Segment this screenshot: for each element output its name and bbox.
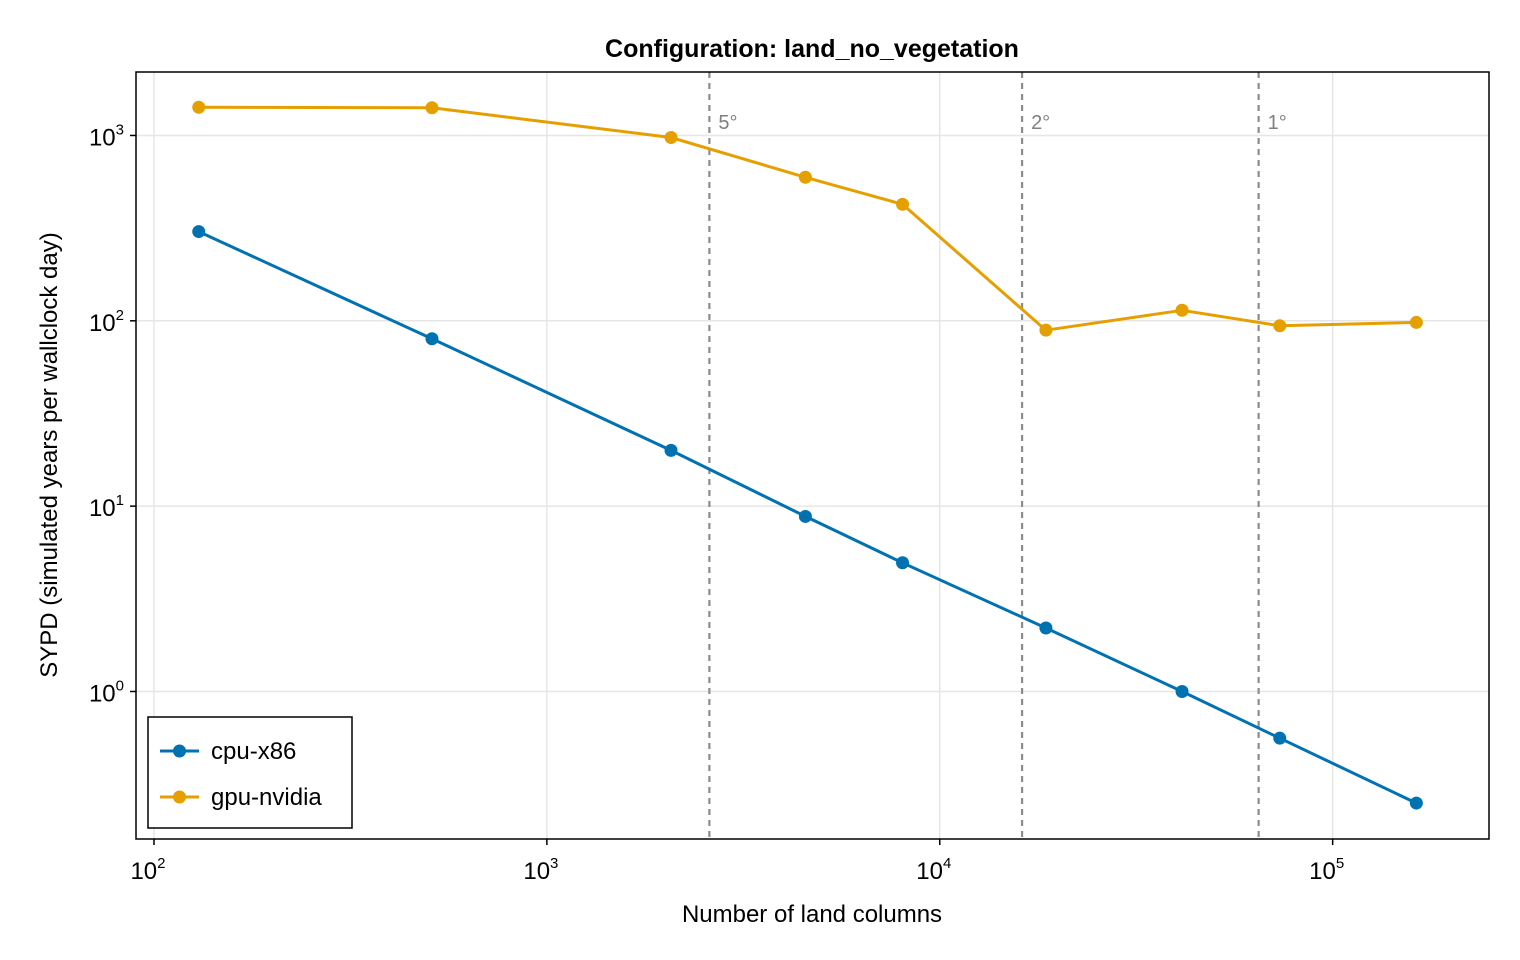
data-point-cpu-x86 [192, 225, 206, 239]
data-point-cpu-x86 [1039, 621, 1053, 635]
legend-label: gpu-nvidia [211, 784, 322, 811]
data-point-cpu-x86 [1409, 796, 1423, 810]
y-tick-label: 101 [89, 492, 124, 522]
data-point-cpu-x86 [664, 443, 678, 457]
chart-title: Configuration: land_no_vegetation [605, 35, 1019, 63]
data-point-gpu-nvidia [192, 100, 206, 114]
legend: cpu-x86 gpu-nvidia [147, 716, 353, 829]
x-axis-label: Number of land columns [682, 901, 942, 928]
axis-ticks: 102 103 104 105 100 101 102 103 [89, 121, 1344, 885]
data-series [192, 100, 1423, 810]
data-point-gpu-nvidia [798, 170, 812, 184]
legend-box [147, 716, 353, 829]
data-point-gpu-nvidia [664, 131, 678, 145]
data-point-gpu-nvidia [896, 197, 910, 211]
reference-line-label: 1° [1268, 112, 1287, 134]
data-point-gpu-nvidia [1039, 323, 1053, 337]
y-tick-label: 102 [89, 307, 124, 337]
y-tick-label: 100 [89, 677, 124, 707]
y-axis-label: SYPD (simulated years per wallclock day) [36, 232, 63, 678]
x-tick-label: 105 [1309, 855, 1344, 885]
legend-swatch-marker [173, 790, 186, 804]
reference-line-label: 5° [718, 112, 737, 134]
data-point-cpu-x86 [798, 509, 812, 523]
data-point-gpu-nvidia [1175, 303, 1189, 317]
data-point-gpu-nvidia [1409, 315, 1423, 329]
data-point-cpu-x86 [425, 332, 439, 346]
series-line-gpu-nvidia [198, 105, 1417, 332]
reference-line-label: 2° [1031, 112, 1050, 134]
y-tick-label: 103 [89, 121, 124, 151]
x-tick-label: 104 [916, 855, 951, 885]
data-point-gpu-nvidia [1273, 319, 1287, 333]
data-point-gpu-nvidia [425, 101, 439, 115]
grid-lines [136, 72, 1489, 839]
data-point-cpu-x86 [1175, 684, 1189, 698]
x-tick-label: 102 [130, 855, 165, 885]
legend-label: cpu-x86 [211, 738, 296, 765]
data-point-cpu-x86 [1273, 731, 1287, 745]
legend-swatch-marker [173, 744, 186, 758]
x-tick-label: 103 [523, 855, 558, 885]
plot-frame [135, 71, 1490, 840]
data-point-cpu-x86 [896, 556, 910, 570]
reference-lines: 5° 2° 1° [708, 72, 1287, 839]
